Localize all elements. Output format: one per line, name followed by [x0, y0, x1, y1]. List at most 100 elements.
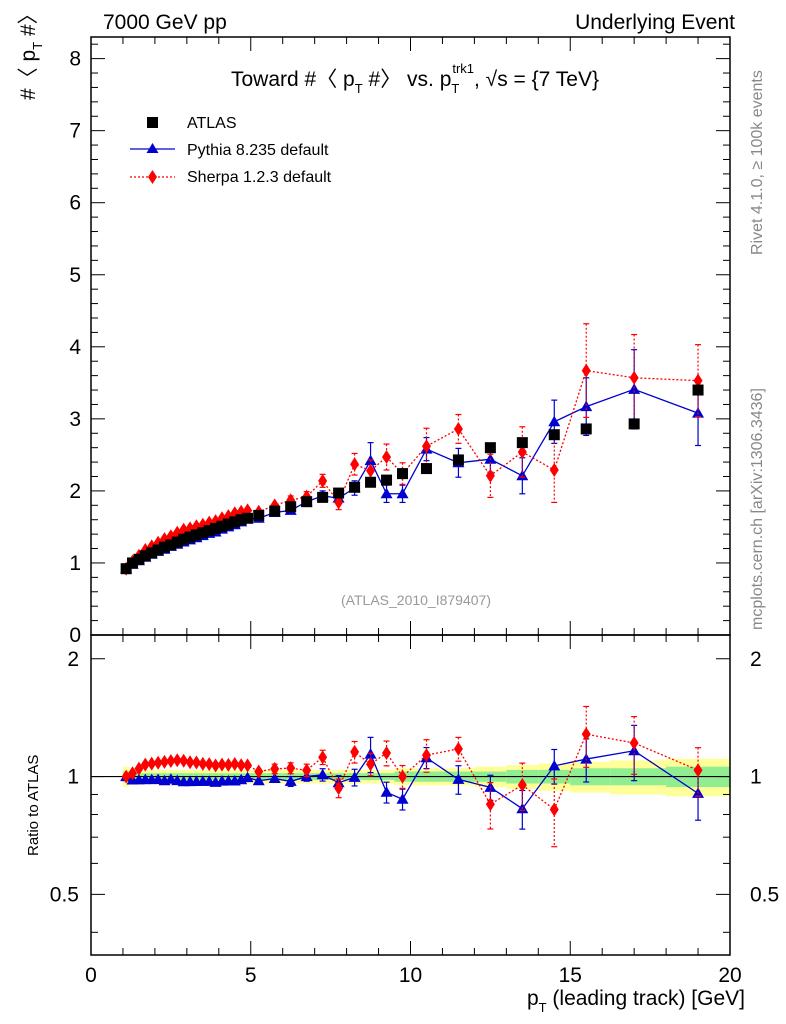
ratio-pythia-point: [380, 786, 393, 797]
ratio-sherpa-point: [517, 778, 527, 793]
ratio-sherpa-point: [629, 735, 639, 750]
legend-sherpa-label: Sherpa 1.2.3 default: [187, 169, 332, 186]
x-tick-label: 10: [399, 964, 422, 987]
main-atlas-point: [397, 468, 409, 480]
xlabel-p: p: [527, 987, 539, 1010]
title-sup: trk1: [452, 61, 474, 76]
ratio-sherpa-point: [398, 769, 408, 784]
x-tick-label: 5: [245, 964, 257, 987]
main-ylabel-sub: T: [30, 42, 45, 50]
x-tick-label: 20: [718, 964, 741, 987]
ratio-y-tick-label-right: 2: [750, 648, 762, 671]
main-y-tick-label: 4: [69, 336, 81, 359]
ratio-sherpa-point: [236, 758, 246, 773]
main-sherpa-point: [421, 439, 431, 454]
legend-sherpa-marker: [148, 170, 157, 184]
main-atlas-point: [452, 454, 464, 466]
ratio-y-tick-label-right: 1: [750, 766, 762, 789]
main-atlas-point: [235, 514, 247, 526]
ratio-sherpa-point: [223, 757, 233, 772]
ratio-sherpa-point: [191, 755, 201, 770]
main-pythia-point: [548, 415, 561, 427]
ratio-sherpa-point: [185, 755, 195, 770]
ratio-pythia-point: [241, 771, 254, 783]
legend: ATLAS Pythia 8.235 default Sherpa 1.2.3 …: [130, 115, 332, 186]
ratio-sherpa-point: [230, 757, 240, 772]
ratio-sherpa-point: [549, 802, 559, 817]
main-atlas-point: [165, 539, 177, 551]
main-atlas-point: [190, 529, 202, 541]
ratio-sherpa-point: [153, 755, 163, 770]
ratio-sherpa-point: [421, 748, 431, 763]
legend-atlas-label: ATLAS: [187, 115, 237, 132]
main-atlas-point: [133, 553, 145, 565]
ratio-pythia-point: [548, 759, 561, 771]
legend-pythia-marker: [146, 143, 159, 153]
main-atlas-point: [301, 496, 313, 508]
ratio-sherpa-point: [121, 769, 131, 784]
ratio-pythia-point: [284, 775, 297, 786]
ratio-y-tick-label-right: 0.5: [750, 883, 779, 906]
main-atlas-point: [548, 429, 560, 441]
main-sherpa-point: [517, 444, 527, 459]
main-y-tick-label: 5: [69, 264, 81, 287]
main-pythia-line: [125, 388, 699, 570]
main-sherpa-point: [581, 363, 591, 378]
main-sherpa-point: [382, 450, 392, 465]
main-y-tick-label: 8: [69, 48, 81, 71]
ratio-pythia-point: [252, 774, 265, 786]
xlabel-sub: T: [539, 1000, 547, 1015]
main-atlas-point: [146, 547, 158, 559]
main-atlas-point: [484, 442, 496, 454]
ratio-sherpa-line: [125, 733, 699, 811]
main-atlas-point: [242, 512, 254, 524]
title-sub2: T: [451, 81, 459, 96]
ratio-sherpa-point: [159, 754, 169, 769]
main-y-tick-label: 2: [69, 480, 81, 503]
legend-pythia-label: Pythia 8.235 default: [187, 142, 329, 159]
main-atlas-point: [269, 505, 281, 517]
ratio-sherpa-point: [179, 753, 189, 768]
x-axis-label: pT (leading track) [GeV]: [527, 987, 745, 1015]
ratio-y-tick-label-left: 2: [67, 648, 79, 671]
main-sherpa-point: [693, 373, 703, 388]
main-sherpa-point: [485, 468, 495, 483]
main-ylabel: #〈 pT #〉: [17, 3, 45, 100]
main-y-tick-label: 0: [69, 624, 81, 647]
main-atlas-point: [381, 474, 393, 486]
ratio-sherpa-point: [243, 758, 253, 773]
main-y-tick-label: 1: [69, 552, 81, 575]
ratio-y-tick-label-left: 1: [67, 766, 79, 789]
main-atlas-point: [203, 525, 215, 537]
ratio-sherpa-point: [270, 761, 280, 776]
ratio-sherpa-point: [693, 763, 703, 778]
ratio-sherpa-point: [204, 757, 214, 772]
x-tick-label: 0: [85, 964, 97, 987]
main-sherpa-point: [350, 457, 360, 472]
main-ylabel-a: #〈 p: [17, 50, 40, 100]
ratio-pythia-point: [316, 768, 329, 780]
ratio-pythia-point: [396, 793, 409, 804]
main-atlas-point: [253, 509, 265, 521]
ratio-ylabel: Ratio to ATLAS: [25, 755, 42, 856]
main-pythia-point: [628, 383, 641, 394]
ratio-sherpa-point: [453, 741, 463, 756]
ratio-sherpa-point: [350, 744, 360, 759]
chart-title: Toward #〈 pT #〉 vs. pTtrk1, √s = {7 TeV}: [231, 61, 599, 96]
main-atlas-point: [516, 437, 528, 449]
x-tick-label: 15: [559, 964, 582, 987]
ratio-sherpa-point: [382, 745, 392, 760]
ratio-sherpa-point: [198, 756, 208, 771]
ratio-pythia-point: [452, 773, 465, 784]
ratio-pythia-point: [268, 772, 281, 784]
title-mid: #〉 vs. p: [363, 68, 452, 91]
ratio-sherpa-point: [217, 757, 227, 772]
main-atlas-point: [216, 520, 228, 532]
legend-atlas-marker: [147, 117, 158, 128]
main-pythia-point: [692, 407, 705, 418]
title-tail: , √s = {7 TeV}: [474, 68, 599, 91]
main-pythia-point: [396, 487, 409, 499]
header-right-label: Underlying Event: [575, 11, 735, 34]
main-atlas-point: [184, 531, 196, 543]
main-atlas-point: [692, 384, 704, 396]
